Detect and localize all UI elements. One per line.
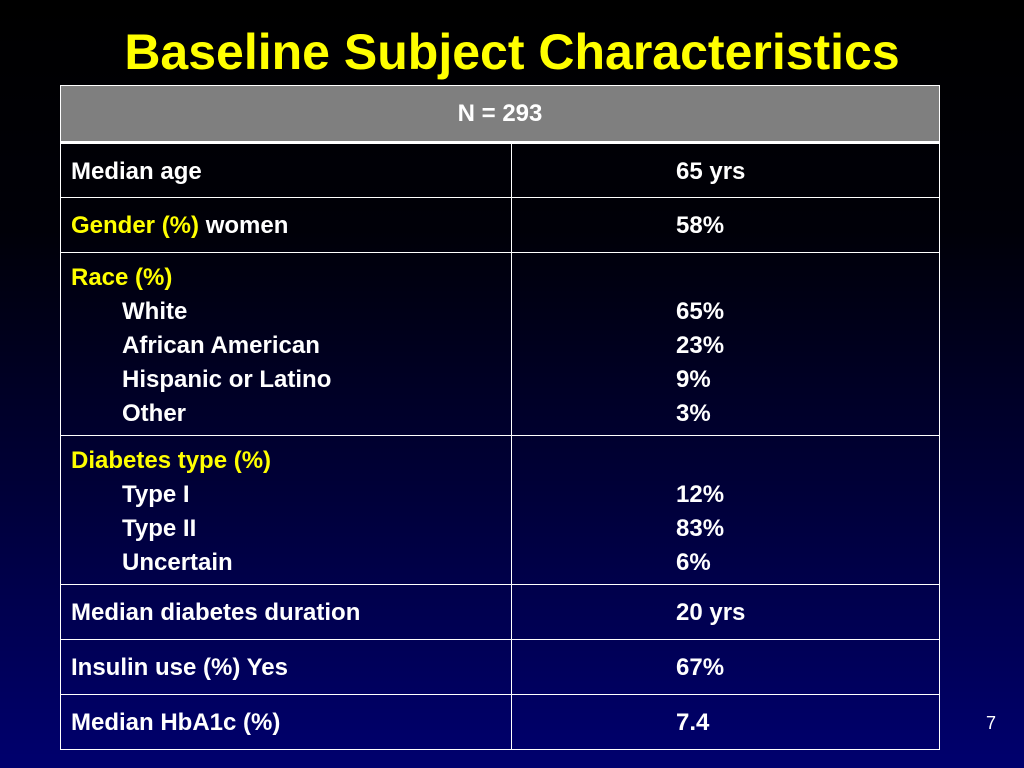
sub-item-value: 9% xyxy=(676,366,711,393)
row-label: Median HbA1c (%) xyxy=(60,694,512,750)
sub-item-value: 65% xyxy=(676,298,725,325)
table-row: Gender (%) women 58% xyxy=(60,197,941,253)
group-label: Diabetes type (%) xyxy=(71,447,272,474)
sub-item-value: 23% xyxy=(676,332,725,359)
row-value: 67% xyxy=(510,639,941,695)
table-header-row: N = 293 xyxy=(59,85,941,144)
sub-item-label: Type II xyxy=(122,515,197,542)
sub-item-label: White xyxy=(122,298,188,325)
table-row: Median age 65 yrs xyxy=(60,142,941,198)
row-label: Gender (%) xyxy=(71,212,200,239)
row-value: 7.4 xyxy=(510,694,941,750)
table-row-group: Diabetes type (%) Type I Type II Uncerta… xyxy=(60,435,941,585)
sub-item-label: Other xyxy=(122,400,187,427)
row-value: 58% xyxy=(510,197,941,253)
table-row: Insulin use (%) Yes 67% xyxy=(60,639,941,695)
group-value-cell: 12% 83% 6% xyxy=(510,435,941,585)
row-value: 20 yrs xyxy=(510,584,941,640)
page-number: 7 xyxy=(985,713,996,733)
group-value-cell: 65% 23% 9% 3% xyxy=(510,252,941,436)
row-label-suffix: women xyxy=(205,212,289,239)
table-row-group: Race (%) White African American Hispanic… xyxy=(60,252,941,436)
group-label-cell: Race (%) White African American Hispanic… xyxy=(60,252,512,436)
slide-title: Baseline Subject Characteristics xyxy=(124,24,900,80)
row-label-cell: Gender (%) women xyxy=(60,197,512,253)
row-label: Median diabetes duration xyxy=(60,584,512,640)
group-label: Race (%) xyxy=(71,264,173,291)
group-label-cell: Diabetes type (%) Type I Type II Uncerta… xyxy=(60,435,512,585)
sub-item-label: African American xyxy=(122,332,320,359)
sub-item-value: 3% xyxy=(676,400,711,427)
row-value: 65 yrs xyxy=(510,142,941,198)
sub-item-value: 6% xyxy=(676,549,711,576)
sub-item-value: 12% xyxy=(676,481,725,508)
sub-item-label: Uncertain xyxy=(122,549,233,576)
sub-item-label: Type I xyxy=(122,481,190,508)
sub-item-label: Hispanic or Latino xyxy=(122,366,332,393)
table-row: Median diabetes duration 20 yrs xyxy=(60,584,941,640)
characteristics-table: N = 293 Median age 65 yrs Gender (%) wom… xyxy=(59,85,941,750)
row-label: Median age xyxy=(60,142,512,198)
sub-item-value: 83% xyxy=(676,515,725,542)
table-row: Median HbA1c (%) 7.4 xyxy=(60,694,941,750)
table-header-cell: N = 293 xyxy=(59,85,941,144)
row-label: Insulin use (%) Yes xyxy=(60,639,512,695)
